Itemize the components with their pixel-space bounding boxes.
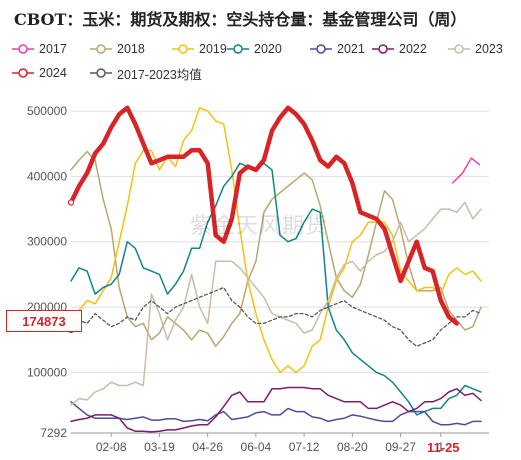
x-tick-label: 04-26 — [192, 440, 223, 454]
x-tick-label: 1 — [437, 440, 444, 454]
legend-label: 2024 — [39, 66, 67, 80]
legend-label: 2020 — [254, 42, 282, 56]
legend-item-2019[interactable]: 2019 — [172, 40, 227, 58]
x-tick-label: 09-27 — [385, 440, 416, 454]
legend-label: 2023 — [475, 42, 503, 56]
legend-swatch-icon — [310, 44, 332, 54]
y-tick-label: 300000 — [27, 235, 67, 249]
series-line-2019 — [70, 107, 482, 374]
legend-swatch-icon — [372, 44, 394, 54]
series-start-marker — [67, 199, 75, 206]
series-line-2017 — [452, 157, 481, 184]
legend-swatch-icon — [227, 44, 249, 54]
legend-label: 2018 — [117, 42, 145, 56]
legend-label: 2019 — [199, 42, 227, 56]
x-tick-label: 03-19 — [144, 440, 175, 454]
current-value-label: 174873 — [6, 310, 82, 332]
last-date-label: 11-25 — [427, 440, 460, 455]
y-tick-label: 7292 — [40, 426, 67, 440]
x-tick-label: 07-12 — [289, 440, 320, 454]
legend-item-2020[interactable]: 2020 — [227, 40, 282, 58]
legend-item-2023[interactable]: 2023 — [448, 40, 503, 58]
watermark: 紫金天风期货 — [190, 214, 329, 239]
legend-item-2018[interactable]: 2018 — [90, 40, 145, 58]
legend-swatch-icon — [172, 44, 194, 54]
legend-label: 2021 — [337, 42, 365, 56]
legend-item-2022[interactable]: 2022 — [372, 40, 427, 58]
legend-swatch-icon — [90, 68, 112, 78]
legend-label: 2017 — [39, 42, 67, 56]
legend-label: 2017-2023均值 — [117, 67, 202, 82]
x-tick-label: 02-08 — [96, 440, 127, 454]
legend-item-2024[interactable]: 2024 — [12, 64, 67, 82]
y-tick-label: 100000 — [27, 365, 67, 379]
series-line-2020 — [70, 162, 482, 416]
legend-swatch-icon — [12, 68, 34, 78]
legend-label: 2022 — [399, 42, 427, 56]
series-line-2017-2023均值 — [70, 286, 482, 347]
legend-item-2021[interactable]: 2021 — [310, 40, 365, 58]
x-tick-label: 08-20 — [337, 440, 368, 454]
series-line-2024 — [68, 105, 460, 326]
series-line-2018 — [70, 150, 482, 348]
series-line-2021 — [70, 401, 482, 426]
y-tick-label: 400000 — [27, 169, 67, 183]
legend-swatch-icon — [12, 44, 34, 54]
legend-item-2017[interactable]: 2017 — [12, 40, 67, 58]
series-line-2022 — [70, 386, 482, 433]
series-line-2023 — [70, 201, 482, 406]
legend-swatch-icon — [448, 44, 470, 54]
legend-swatch-icon — [90, 44, 112, 54]
legend-item-2017-2023均值[interactable]: 2017-2023均值 — [90, 64, 202, 82]
y-tick-label: 500000 — [27, 104, 67, 118]
chart-title: CBOT：玉米：期货及期权：空头持仓量：基金管理公司（周） — [14, 10, 467, 29]
x-tick-label: 06-04 — [241, 440, 272, 454]
